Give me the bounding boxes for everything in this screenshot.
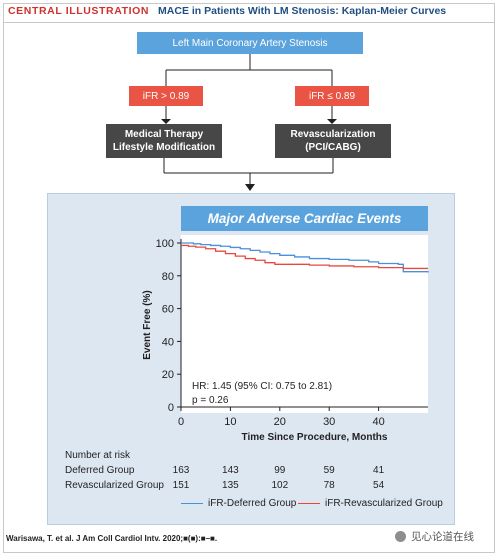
risk-row-label: Deferred Group	[65, 465, 135, 476]
y-tick-label: 100	[156, 238, 174, 250]
watermark-text: 见心论道在线	[411, 531, 474, 543]
legend-deferred: iFR-Deferred Group	[181, 498, 296, 509]
arrowhead-right-icon	[327, 119, 337, 124]
x-tick-label: 20	[274, 416, 286, 428]
legend-swatch-revascularized	[298, 503, 320, 504]
wechat-icon	[395, 531, 406, 542]
chart-title: Major Adverse Cardiac Events	[181, 206, 428, 231]
risk-table-title: Number at risk	[65, 450, 131, 461]
km-curve-revascularized	[181, 244, 428, 270]
risk-value: 99	[274, 465, 286, 476]
risk-value: 78	[323, 480, 335, 491]
x-tick-label: 0	[178, 416, 184, 428]
legend-label-revascularized: iFR-Revascularized Group	[325, 498, 443, 509]
medical-therapy-line-2: Lifestyle Modification	[112, 142, 216, 153]
figure-label: CENTRAL ILLUSTRATION	[8, 5, 150, 17]
illustration-frame	[3, 3, 495, 553]
risk-value: 135	[222, 480, 239, 491]
risk-value: 54	[373, 480, 385, 491]
x-tick-label: 10	[224, 416, 236, 428]
risk-value: 41	[373, 465, 385, 476]
revascularization-line-2: (PCI/CABG)	[305, 142, 361, 153]
y-tick-label: 60	[162, 304, 174, 316]
revascularization-line-1: Revascularization	[290, 129, 376, 140]
arrowhead-left-icon	[161, 119, 171, 124]
risk-value: 102	[271, 480, 289, 491]
arrowhead-panel-icon	[245, 184, 255, 191]
x-tick-label: 40	[372, 416, 384, 428]
legend-label-deferred: iFR-Deferred Group	[208, 498, 297, 509]
risk-value: 163	[172, 465, 190, 476]
medical-therapy-box: Medical Therapy Lifestyle Modification	[106, 124, 222, 158]
revascularization-box: Revascularization (PCI/CABG)	[275, 124, 391, 158]
header-divider	[3, 22, 495, 23]
risk-value: 59	[323, 465, 335, 476]
risk-value: 143	[222, 465, 239, 476]
legend-revascularized: iFR-Revascularized Group	[298, 498, 443, 509]
y-axis-title: Event Free (%)	[142, 290, 153, 359]
stenosis-box: Left Main Coronary Artery Stenosis	[137, 32, 363, 54]
x-tick-label: 30	[323, 416, 335, 428]
ifr-high-box: iFR > 0.89	[129, 86, 203, 106]
medical-therapy-line-1: Medical Therapy	[124, 129, 204, 140]
figure-header: CENTRAL ILLUSTRATION MACE in Patients Wi…	[8, 5, 446, 17]
hazard-ratio-text: HR: 1.45 (95% CI: 0.75 to 2.81)	[192, 381, 333, 392]
citation: Warisawa, T. et al. J Am Coll Cardiol In…	[6, 534, 218, 543]
figure-title: MACE in Patients With LM Stenosis: Kapla…	[158, 5, 447, 17]
risk-value: 151	[172, 480, 190, 491]
legend-swatch-deferred	[181, 503, 203, 504]
y-tick-label: 80	[162, 271, 174, 283]
ifr-low-box: iFR ≤ 0.89	[295, 86, 369, 106]
y-tick-label: 40	[162, 336, 174, 348]
x-axis-title: Time Since Procedure, Months	[242, 432, 388, 443]
p-value-text: p = 0.26	[192, 395, 229, 406]
flow-connectors	[161, 54, 337, 191]
y-tick-label: 20	[162, 369, 174, 381]
km-curve-deferred	[181, 242, 429, 273]
watermark: 见心论道在线	[395, 529, 474, 544]
risk-row-label: Revascularized Group	[65, 480, 164, 491]
y-tick-label: 0	[168, 402, 174, 414]
